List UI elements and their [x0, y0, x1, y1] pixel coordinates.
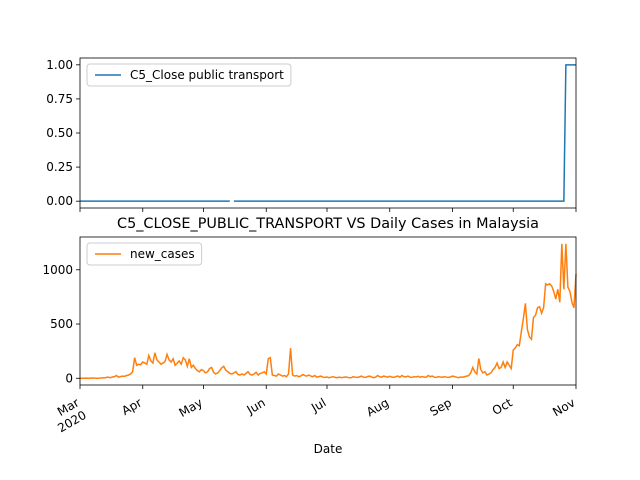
x-tick-label: Nov	[550, 395, 577, 419]
y-tick-label: 0.00	[46, 194, 73, 208]
x-tick-label: Oct	[490, 395, 515, 418]
x-tick-label: Apr	[119, 395, 144, 418]
x-tick-label: Mar2020	[48, 395, 89, 435]
legend-frame	[86, 242, 203, 266]
y-tick-label: 1.00	[46, 58, 73, 72]
data-line	[80, 64, 576, 202]
legend: C5_Close public transport	[86, 63, 292, 87]
legend: new_cases	[86, 242, 203, 266]
x-tick-label: Jul	[308, 395, 328, 415]
y-tick-label: 0	[65, 371, 73, 385]
y-tick-label: 0.75	[46, 92, 73, 106]
x-tick-label: Sep	[427, 395, 454, 418]
x-tick-label: Aug	[364, 395, 391, 419]
chart-title: C5_CLOSE_PUBLIC_TRANSPORT VS Daily Cases…	[117, 216, 539, 232]
y-tick-label: 0.50	[46, 126, 73, 140]
x-axis-label: Date	[314, 442, 343, 456]
legend-label: C5_Close public transport	[130, 68, 284, 82]
axes-frame	[79, 236, 577, 386]
data-line	[80, 243, 577, 380]
x-tick-label: Jun	[244, 395, 268, 417]
legend-frame	[86, 63, 292, 87]
y-tick-label: 1000	[42, 263, 73, 277]
x-tick-label: May	[177, 395, 205, 420]
y-tick-label: 0.25	[46, 160, 73, 174]
legend-label: new_cases	[130, 247, 195, 261]
y-tick-label: 500	[50, 317, 73, 331]
axes-frame	[79, 57, 577, 209]
